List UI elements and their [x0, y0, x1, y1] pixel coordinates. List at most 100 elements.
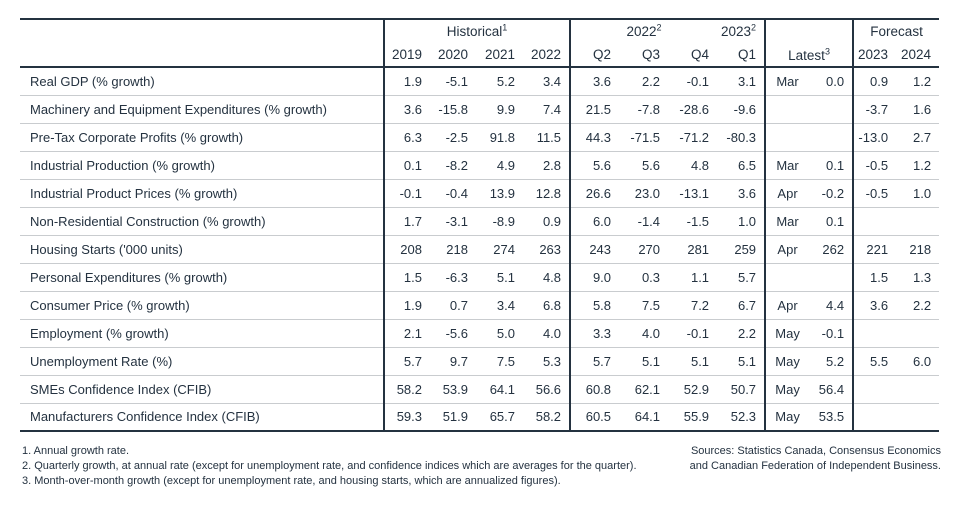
- footnote-2: 2. Quarterly growth, at annual rate (exc…: [22, 460, 637, 472]
- quarter-value: 281: [668, 234, 718, 263]
- historical-value: 58.2: [383, 374, 430, 403]
- forecast-value: 1.5: [852, 262, 897, 291]
- row-label: Industrial Production (% growth): [20, 150, 384, 179]
- historical-value: 3.4: [542, 73, 562, 89]
- historical-value: -5.6: [430, 318, 476, 347]
- quarter-value: 2.2: [641, 73, 661, 89]
- forecast-value: -0.5: [852, 150, 897, 179]
- historical-value: 0.9: [523, 206, 571, 235]
- header-group-historical: Historical1: [382, 19, 571, 43]
- header-group-2023: 20232: [720, 22, 757, 39]
- footnote-marker-2: 2: [656, 22, 662, 33]
- historical-value: -0.1: [383, 178, 430, 207]
- historical-value: -8.2: [430, 150, 476, 179]
- header-spacer: [20, 19, 384, 43]
- quarter-value: 60.8: [569, 374, 620, 403]
- forecast-value: [896, 318, 940, 347]
- forecast-value: -0.5: [852, 178, 897, 207]
- historical-value: 208: [383, 234, 430, 263]
- footnotes: 1. Annual growth rate. 2. Quarterly grow…: [20, 444, 641, 489]
- forecast-value: 2.7: [896, 122, 940, 151]
- latest-value: 0.1: [809, 206, 854, 235]
- historical-value: 59.3: [383, 402, 430, 431]
- quarter-value: 6.5: [717, 150, 766, 179]
- historical-value: 53.9: [430, 374, 476, 403]
- latest-value: 0.0: [825, 73, 845, 89]
- forecast-value: 218: [896, 234, 940, 263]
- latest-value: 5.2: [809, 346, 854, 375]
- historical-value: 5.0: [476, 318, 523, 347]
- historical-value: 3.4: [476, 290, 523, 319]
- quarter-value: 64.1: [619, 402, 669, 431]
- historical-value: -0.4: [430, 178, 476, 207]
- historical-value: 5.7: [383, 346, 430, 375]
- table-row: Industrial Product Prices (% growth) -0.1…: [20, 178, 940, 207]
- latest-month: Mar: [764, 150, 810, 179]
- historical-value: 3.6: [383, 94, 430, 123]
- latest-value: -0.2: [809, 178, 854, 207]
- sources: Sources: Statistics Canada, Consensus Ec…: [641, 444, 941, 474]
- quarter-value: 55.9: [668, 402, 718, 431]
- quarter-value: 7.2: [668, 290, 718, 319]
- quarter-value: -28.6: [668, 94, 718, 123]
- col-header-2020: 2020: [437, 47, 468, 62]
- forecast-value: [852, 206, 897, 235]
- historical-value: 7.5: [476, 346, 523, 375]
- historical-value: 4.0: [523, 318, 571, 347]
- historical-value: 263: [523, 234, 571, 263]
- quarter-value: -0.1: [668, 318, 718, 347]
- latest-value: 56.4: [809, 374, 854, 403]
- forecast-value: [852, 374, 897, 403]
- table-row: Machinery and Equipment Expenditures (% …: [20, 94, 940, 123]
- quarter-value: 5.7: [717, 262, 766, 291]
- historical-value: 5.2: [496, 73, 515, 89]
- quarter-value: 52.3: [717, 402, 766, 431]
- historical-value: 58.2: [523, 402, 571, 431]
- historical-value: -3.1: [430, 206, 476, 235]
- row-label: Real GDP (% growth): [30, 73, 155, 89]
- col-header-q2: Q2: [569, 43, 620, 67]
- quarter-value: 5.6: [569, 150, 620, 179]
- quarter-value: 26.6: [569, 178, 620, 207]
- historical-value: 9.7: [430, 346, 476, 375]
- historical-value: 65.7: [476, 402, 523, 431]
- forecast-value: [852, 318, 897, 347]
- latest-month: May: [764, 402, 810, 431]
- latest-month: [764, 122, 810, 151]
- forecast-value: 1.2: [912, 73, 932, 89]
- historical-value: 12.8: [523, 178, 571, 207]
- quarter-value: 3.6: [569, 67, 620, 95]
- historical-value: 274: [476, 234, 523, 263]
- forecast-value: 1.2: [896, 150, 940, 179]
- historical-value: 56.6: [523, 374, 571, 403]
- historical-value: 0.7: [430, 290, 476, 319]
- forecast-value: [896, 402, 940, 431]
- quarter-value: -80.3: [717, 122, 766, 151]
- table-row: Non-Residential Construction (% growth) 1…: [20, 206, 940, 235]
- quarter-value: 5.1: [717, 346, 766, 375]
- table-row: SMEs Confidence Index (CFIB) 58.2 53.9 64.1…: [20, 374, 940, 403]
- row-label: Employment (% growth): [20, 318, 384, 347]
- quarter-value: -1.5: [668, 206, 718, 235]
- quarter-value: 3.3: [569, 318, 620, 347]
- forecast-value: 2.2: [896, 290, 940, 319]
- latest-value: [809, 262, 854, 291]
- latest-month: Mar: [764, 67, 810, 95]
- footnote-marker-3: 3: [824, 46, 830, 57]
- historical-value: 1.5: [383, 262, 430, 291]
- historical-value: 91.8: [476, 122, 523, 151]
- quarter-value: 3.6: [717, 178, 766, 207]
- quarter-value: -71.5: [619, 122, 669, 151]
- forecast-value: 1.6: [896, 94, 940, 123]
- row-label: SMEs Confidence Index (CFIB): [20, 374, 384, 403]
- row-label: Personal Expenditures (% growth): [20, 262, 384, 291]
- forecast-value: 1.3: [896, 262, 940, 291]
- quarter-value: 4.8: [668, 150, 718, 179]
- latest-value: [809, 94, 854, 123]
- quarter-value: 6.7: [717, 290, 766, 319]
- table-header: Historical1 20222 20232 Latest3 Forecast…: [20, 19, 940, 67]
- col-header-q4: Q4: [691, 47, 710, 62]
- quarter-value: 2.2: [717, 318, 766, 347]
- quarter-value: -1.4: [619, 206, 669, 235]
